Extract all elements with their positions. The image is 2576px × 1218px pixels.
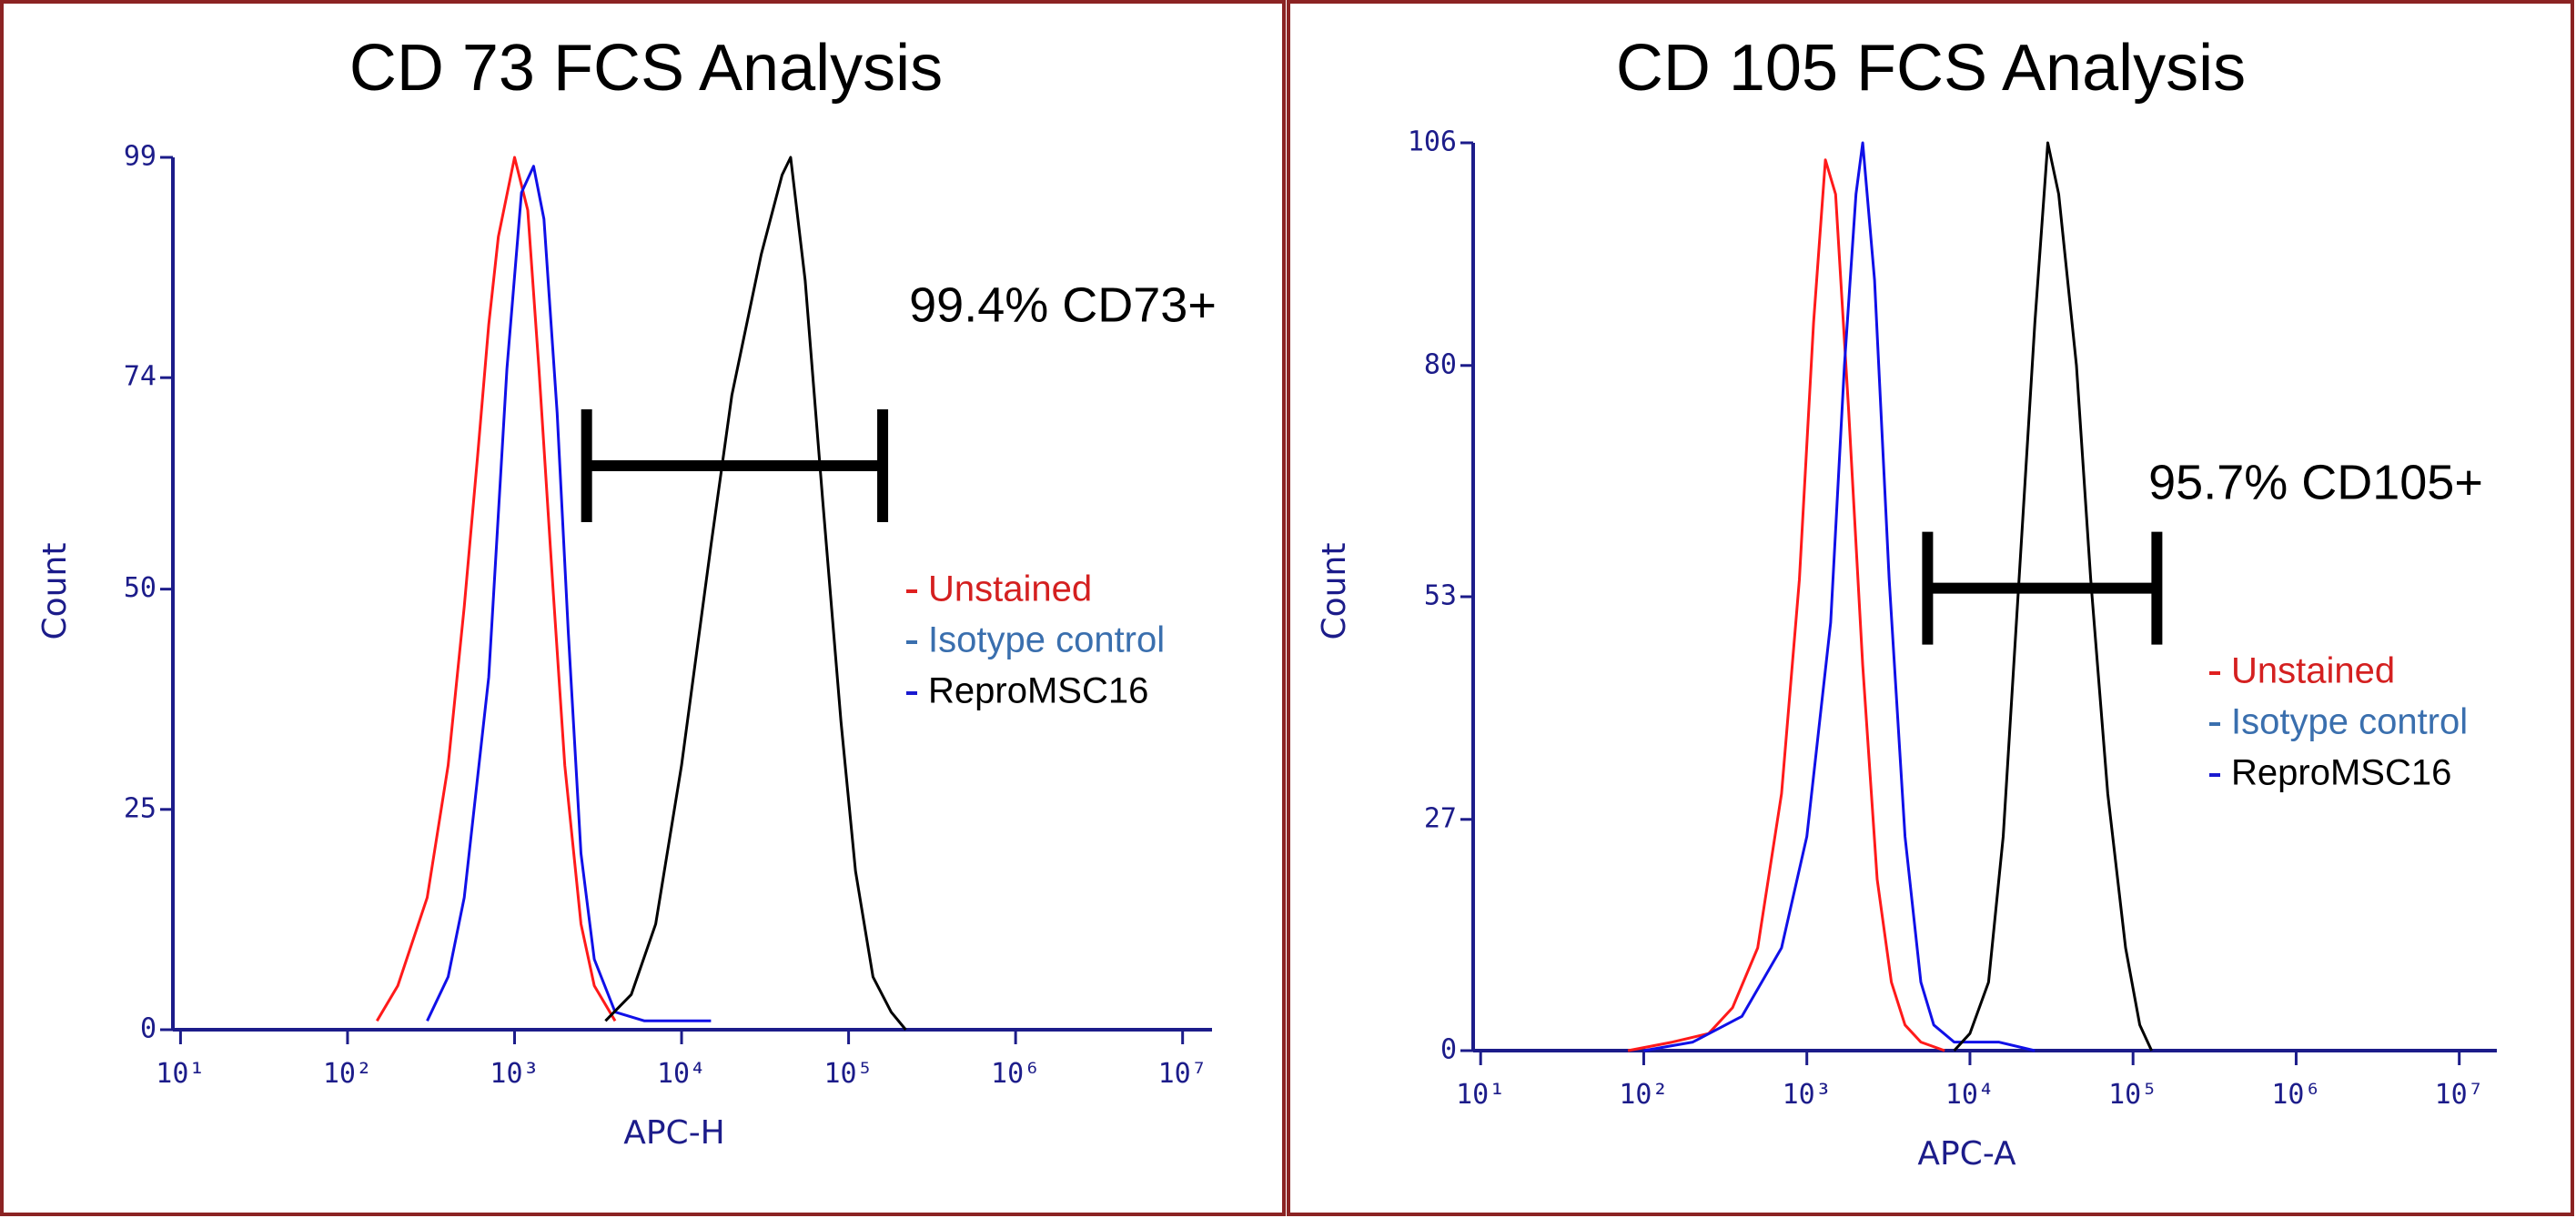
histogram-line: [426, 165, 712, 1022]
x-tick-label: 10⁴: [1945, 1079, 1995, 1111]
legend-label: ReproMSC16: [928, 671, 1148, 711]
panel-border: [0, 0, 1286, 1216]
histogram-line: [1627, 158, 1945, 1052]
y-tick-label: 0: [140, 1013, 157, 1045]
histogram-line: [604, 156, 907, 1031]
legend-label: Isotype control: [2231, 702, 2468, 742]
x-tick-label: 10⁶: [2271, 1079, 2320, 1111]
y-tick-label: 99: [124, 141, 157, 173]
legend-label: Isotype control: [928, 620, 1165, 660]
y-tick-label: 50: [124, 572, 157, 604]
x-axis-label: APC-H: [623, 1114, 725, 1152]
y-tick-label: 0: [1440, 1034, 1457, 1066]
x-tick-label: 10⁷: [2435, 1079, 2484, 1111]
legend-label: Unstained: [928, 569, 1092, 609]
x-axis-label: APC-A: [1917, 1135, 2016, 1173]
y-axis-label: Count: [36, 543, 74, 640]
chart-title: CD 105 FCS Analysis: [1616, 32, 2246, 105]
x-tick-label: 10¹: [1456, 1079, 1505, 1111]
histogram-line: [376, 156, 617, 1022]
legend-label: Unstained: [2231, 651, 2395, 691]
annotation: 99.4% CD73+: [909, 277, 1217, 332]
x-tick-label: 10⁵: [2108, 1079, 2157, 1111]
x-tick-label: 10⁵: [823, 1058, 873, 1090]
x-tick-label: 10⁶: [991, 1058, 1040, 1090]
y-tick-label: 80: [1424, 348, 1457, 380]
x-tick-label: 10³: [1783, 1079, 1832, 1111]
x-tick-label: 10⁴: [657, 1058, 706, 1090]
histogram-line: [1643, 141, 2036, 1052]
y-tick-label: 106: [1408, 126, 1457, 158]
annotation: 95.7% CD105+: [2148, 455, 2483, 509]
y-axis-label: Count: [1316, 543, 1353, 640]
y-tick-label: 53: [1424, 580, 1457, 612]
chart-title: CD 73 FCS Analysis: [349, 32, 943, 105]
x-tick-label: 10²: [1619, 1079, 1668, 1111]
x-tick-label: 10⁷: [1158, 1058, 1207, 1090]
y-tick-label: 74: [124, 361, 157, 393]
histogram-line: [1953, 141, 2153, 1052]
y-tick-label: 27: [1424, 802, 1457, 834]
y-tick-label: 25: [124, 792, 157, 824]
panel-border: [1287, 0, 2574, 1216]
x-tick-label: 10¹: [156, 1058, 205, 1090]
x-tick-label: 10²: [323, 1058, 372, 1090]
legend-label: ReproMSC16: [2231, 753, 2451, 793]
x-tick-label: 10³: [490, 1058, 539, 1090]
